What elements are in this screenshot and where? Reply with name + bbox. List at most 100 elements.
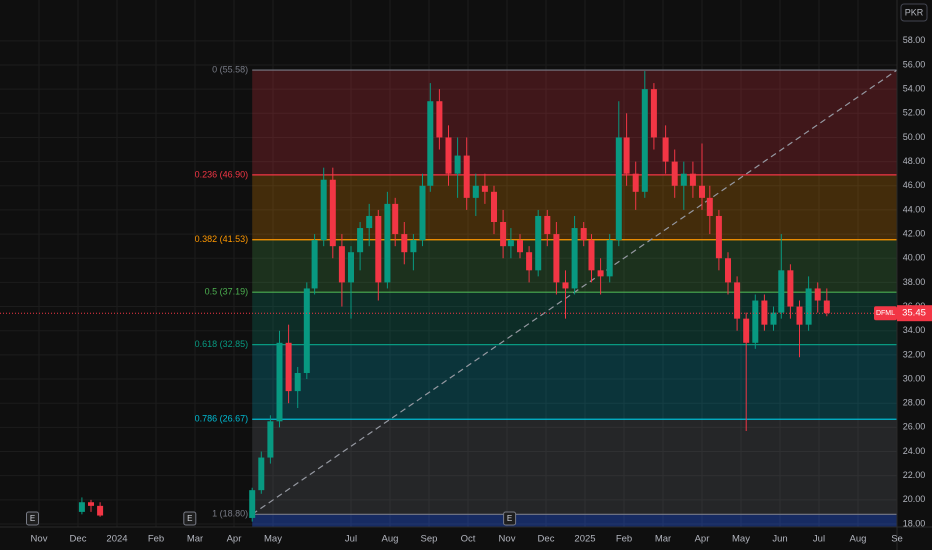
candle-body: [796, 306, 803, 325]
candle-body: [481, 185, 488, 192]
candle-body: [641, 89, 648, 192]
event-marker[interactable]: [183, 511, 197, 526]
y-tick-label: 28.00: [903, 398, 926, 408]
fib-zone: [252, 70, 897, 175]
candle-body: [553, 234, 560, 283]
candle-body: [392, 203, 399, 235]
candle-body: [623, 137, 630, 174]
candle-body: [348, 252, 354, 283]
candle-body: [734, 282, 741, 319]
candle-body: [320, 179, 327, 241]
x-tick-label: Se: [891, 534, 903, 545]
fib-level-label: 0.618 (32.85): [195, 339, 249, 349]
candle-body: [715, 215, 722, 259]
currency-box[interactable]: [900, 3, 928, 22]
x-tick-label: 2024: [106, 534, 127, 545]
y-tick-label: 48.00: [903, 156, 926, 166]
x-tick-label: Apr: [695, 534, 710, 545]
candle-body: [743, 318, 750, 343]
candle-body: [517, 240, 523, 253]
candles: [0, 71, 897, 522]
fib-level-label: 0.236 (46.90): [195, 169, 249, 179]
candle-body: [752, 300, 759, 343]
candle-body: [276, 342, 283, 422]
y-tick-label: 30.00: [903, 373, 926, 383]
candle-body: [249, 490, 256, 518]
candle-body: [571, 228, 578, 289]
x-tick-label: Jul: [813, 534, 825, 545]
candle-body: [303, 288, 310, 373]
candle-body: [507, 240, 514, 247]
y-tick-label: 56.00: [903, 59, 926, 69]
y-tick-label: 54.00: [903, 84, 926, 94]
y-tick-label: 38.00: [903, 277, 926, 287]
x-tick-label: Aug: [850, 534, 867, 545]
y-tick-label: 58.00: [903, 35, 926, 45]
event-label: E: [187, 514, 192, 523]
fib-extension-zone: [252, 514, 897, 527]
candle-body: [814, 288, 821, 301]
candle-body: [78, 502, 85, 512]
x-tick-label: Dec: [538, 534, 555, 545]
candle-body: [706, 197, 713, 216]
candle-body: [97, 505, 104, 516]
fib-zone: [252, 344, 897, 420]
candle-body: [671, 161, 678, 186]
candle-body: [436, 101, 443, 138]
candle-body: [454, 155, 461, 174]
candle-body: [778, 270, 785, 313]
fib-zone: [252, 419, 897, 515]
x-tick-label: Apr: [227, 534, 242, 545]
x-tick-label: Feb: [148, 534, 164, 545]
fib-level-label: 0 (55.58): [212, 64, 248, 74]
event-label: E: [507, 514, 512, 523]
y-tick-label: 18.00: [903, 518, 926, 528]
candle-body: [329, 179, 336, 247]
y-tick-label: 22.00: [903, 470, 926, 480]
candle-body: [445, 137, 452, 174]
candle-body: [311, 240, 318, 289]
x-tick-label: Jun: [772, 534, 787, 545]
candle-body: [761, 300, 768, 325]
y-tick-label: 42.00: [903, 228, 926, 238]
y-tick-label: 50.00: [903, 132, 926, 142]
candle-body: [725, 258, 731, 283]
candle-body: [338, 246, 345, 283]
x-tick-label: Nov: [499, 534, 516, 545]
x-tick-label: Aug: [382, 534, 399, 545]
event-marker[interactable]: [26, 511, 39, 526]
fibonacci-retracement: 0 (55.58) 0.236 (46.90) 0.382 (41.53) 0.5 (…: [195, 64, 898, 527]
candle-body: [606, 240, 613, 277]
candle-body: [699, 185, 705, 198]
x-tick-label: May: [264, 534, 282, 545]
y-tick-label: 32.00: [903, 349, 926, 359]
candle-body: [689, 173, 696, 186]
candle-body: [823, 300, 830, 314]
x-tick-label: Feb: [616, 534, 632, 545]
candle-body: [588, 240, 595, 271]
candle-body: [680, 173, 687, 186]
y-tick-label: 40.00: [903, 253, 926, 263]
y-tick-label: 26.00: [903, 422, 926, 432]
event-marker[interactable]: [503, 511, 517, 526]
candle-body: [662, 137, 669, 162]
symbol-tag: [874, 306, 897, 321]
x-tick-label: May: [732, 534, 750, 545]
candle-body: [650, 89, 657, 138]
candle-body: [535, 215, 542, 271]
y-tick-label: 20.00: [903, 494, 926, 504]
candle-body: [410, 240, 417, 253]
x-tick-label: Dec: [70, 534, 87, 545]
y-tick-label: 46.00: [903, 180, 926, 190]
candle-body: [500, 222, 507, 247]
candle-body: [544, 215, 551, 235]
candle-body: [787, 270, 794, 307]
fib-level-label: 0.382 (41.53): [195, 234, 249, 244]
fib-level-label: 0.786 (26.67): [195, 414, 249, 424]
y-tick-label: 44.00: [903, 204, 926, 214]
fib-level-label: 1 (18.80): [212, 509, 248, 519]
candle-body: [401, 234, 408, 253]
